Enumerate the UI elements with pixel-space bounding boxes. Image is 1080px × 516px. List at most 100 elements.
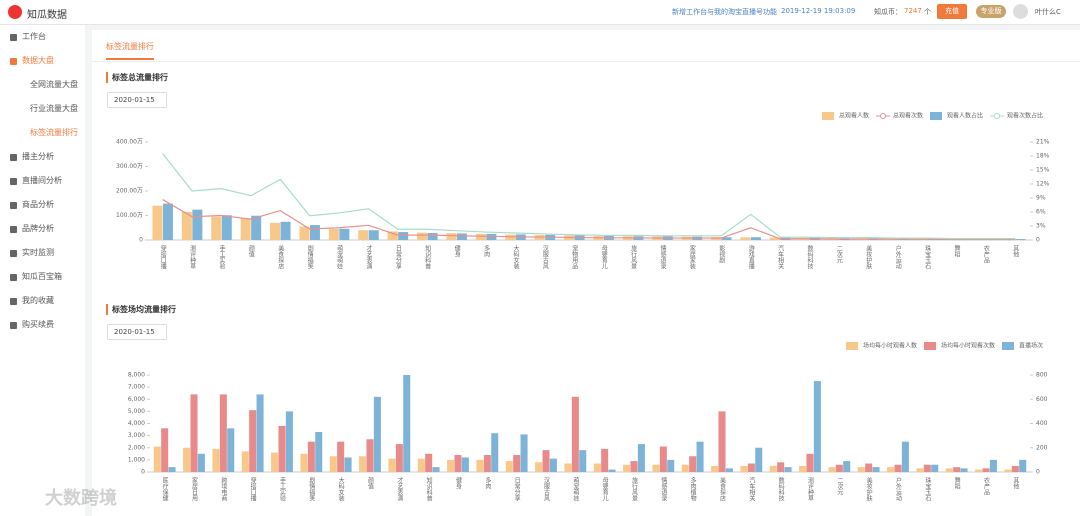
x-tick-label: 珠宝玉石 bbox=[924, 476, 931, 502]
bar bbox=[505, 461, 513, 472]
bar bbox=[799, 465, 807, 472]
bar bbox=[307, 441, 315, 472]
bar bbox=[211, 216, 222, 240]
bar bbox=[681, 464, 689, 472]
bar bbox=[398, 232, 409, 240]
bar bbox=[339, 228, 350, 240]
tick-label: 6% bbox=[1036, 209, 1046, 216]
x-tick-label: 家居家装 bbox=[688, 244, 695, 270]
x-tick-label: 健身 bbox=[455, 476, 462, 490]
date-picker[interactable]: 2020-01-15 bbox=[107, 324, 167, 340]
x-tick-label: 汉服古风 bbox=[541, 244, 548, 270]
sidebar-item[interactable]: 我的收藏 bbox=[0, 289, 85, 313]
tick-label: 12% bbox=[1036, 181, 1050, 188]
bar bbox=[219, 394, 227, 472]
bar bbox=[784, 467, 792, 472]
sidebar-item[interactable]: 行业流量大盘 bbox=[0, 97, 85, 121]
x-tick-label: 舞蹈 bbox=[953, 244, 960, 258]
bar bbox=[1015, 239, 1026, 240]
icon bbox=[10, 298, 17, 305]
legend-swatch bbox=[880, 113, 886, 119]
sidebar-item[interactable]: 商品分析 bbox=[0, 193, 85, 217]
tick-label: 15% bbox=[1036, 167, 1050, 174]
x-tick-label: 测评种草 bbox=[807, 476, 814, 502]
icon bbox=[10, 322, 17, 329]
bar bbox=[300, 453, 308, 472]
x-tick-label: 多肉 bbox=[484, 476, 491, 489]
bar bbox=[162, 203, 173, 240]
bar bbox=[989, 459, 997, 472]
sidebar-item[interactable]: 知瓜百宝箱 bbox=[0, 265, 85, 289]
bar bbox=[549, 458, 557, 472]
tick-label: 400.00万 bbox=[116, 139, 143, 146]
bar bbox=[711, 465, 719, 472]
recharge-button[interactable]: 充值 bbox=[937, 4, 967, 19]
x-tick-label: 家居日用 bbox=[191, 476, 198, 502]
notice[interactable]: 新增工作台与我的淘宝直播号功能 bbox=[672, 8, 777, 16]
bar bbox=[395, 444, 403, 472]
coins-label: 知瓜币： bbox=[874, 8, 902, 16]
icon bbox=[10, 226, 17, 233]
bar bbox=[520, 434, 528, 472]
legend-label: 直播场次 bbox=[1019, 342, 1043, 350]
header: 知瓜数据 新增工作台与我的淘宝直播号功能 2019-12-19 19:03:09… bbox=[0, 0, 1080, 25]
bar bbox=[887, 467, 895, 472]
x-tick-label: 户外运动 bbox=[895, 476, 902, 502]
bar bbox=[491, 433, 499, 472]
bar bbox=[359, 456, 367, 472]
x-tick-label: 影视剧 bbox=[718, 244, 725, 264]
sidebar-item[interactable]: 全网流量大盘 bbox=[0, 73, 85, 97]
bar bbox=[366, 439, 374, 472]
sidebar-item[interactable]: 播主分析 bbox=[0, 145, 85, 169]
bar bbox=[740, 465, 748, 472]
legend-label: 总观看人数 bbox=[839, 112, 869, 120]
plan-badge: 专业版 bbox=[976, 5, 1006, 18]
x-tick-label: 其他 bbox=[1012, 476, 1019, 490]
bar bbox=[872, 467, 880, 472]
icon bbox=[10, 274, 17, 281]
label: 数据大盘 bbox=[22, 56, 54, 65]
bar bbox=[373, 396, 381, 472]
x-tick-label: 才艺表演 bbox=[396, 476, 403, 502]
bar bbox=[212, 448, 220, 472]
bar bbox=[755, 447, 763, 472]
bar bbox=[571, 396, 579, 472]
bar bbox=[740, 237, 751, 240]
sidebar-item[interactable]: 品牌分析 bbox=[0, 217, 85, 241]
tick-label: 4,000 bbox=[128, 420, 145, 427]
sidebar-item[interactable]: 数据大盘 bbox=[0, 49, 85, 73]
watermark: 大数跨境 bbox=[45, 488, 117, 509]
line bbox=[162, 199, 1016, 241]
label: 播主分析 bbox=[22, 152, 54, 161]
sidebar-item[interactable]: 购买续费 bbox=[0, 313, 85, 337]
x-tick-label: 手工实验 bbox=[279, 476, 286, 502]
sidebar-item[interactable]: 实时监测 bbox=[0, 241, 85, 265]
tick-label: 8,000 bbox=[128, 372, 145, 379]
sidebar-item[interactable]: 工作台 bbox=[0, 25, 85, 49]
user-name[interactable]: 叶什么C bbox=[1035, 8, 1061, 16]
tab[interactable]: 标签流量排行 bbox=[106, 41, 154, 60]
bar bbox=[417, 232, 428, 240]
label: 直播间分析 bbox=[22, 176, 62, 185]
bar bbox=[403, 375, 411, 472]
avatar[interactable] bbox=[1013, 4, 1028, 19]
legend-label: 场均每小时观看次数 bbox=[941, 342, 995, 350]
bar bbox=[183, 447, 191, 472]
icon bbox=[10, 34, 17, 41]
sidebar-item[interactable]: 直播间分析 bbox=[0, 169, 85, 193]
time: 2019-12-19 19:03:09 bbox=[781, 7, 856, 15]
x-tick-label: 剧情搞笑 bbox=[306, 244, 313, 270]
bar bbox=[476, 459, 484, 472]
label: 全网流量大盘 bbox=[30, 80, 78, 89]
bar bbox=[828, 467, 836, 472]
sidebar-item[interactable]: 标签流量排行 bbox=[0, 121, 85, 145]
tick-label: 3% bbox=[1036, 223, 1046, 230]
date-picker[interactable]: 2020-01-15 bbox=[107, 92, 167, 108]
bar bbox=[747, 463, 755, 472]
x-tick-label: 才艺表演 bbox=[365, 244, 372, 270]
bar bbox=[190, 394, 198, 472]
x-tick-label: 宠物用品 bbox=[571, 244, 578, 270]
bar bbox=[309, 225, 320, 240]
bar bbox=[865, 463, 873, 472]
